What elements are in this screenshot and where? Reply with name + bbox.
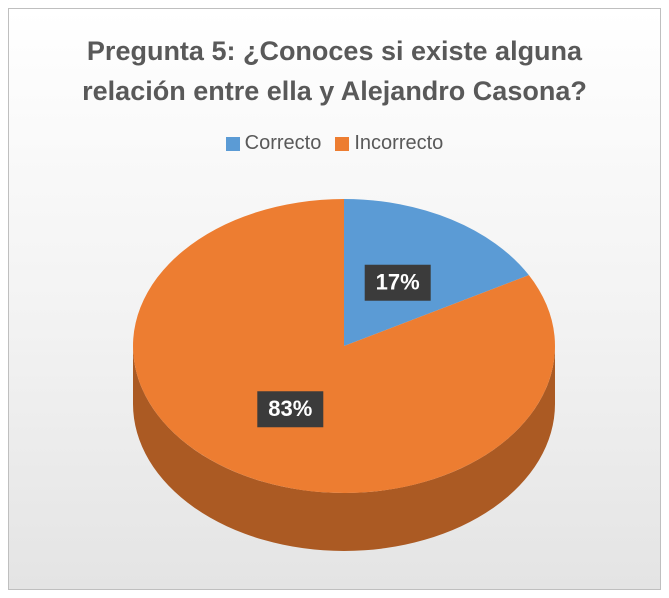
data-label-box bbox=[364, 264, 431, 301]
legend-label: Correcto bbox=[244, 132, 322, 154]
chart-area: Pregunta 5: ¿Conoces si existe alguna re… bbox=[8, 8, 661, 590]
legend-entry: Incorrecto bbox=[335, 132, 443, 155]
pie-chart: 17% 83% bbox=[133, 199, 556, 551]
legend-swatch bbox=[335, 136, 350, 151]
data-label-box bbox=[257, 391, 324, 428]
data-label: 17% bbox=[376, 270, 420, 295]
data-label: 83% bbox=[268, 396, 312, 421]
legend-label: Incorrecto bbox=[354, 132, 444, 154]
legend-swatch bbox=[225, 136, 240, 151]
legend: Correcto Incorrecto bbox=[9, 132, 660, 155]
pie-side bbox=[133, 346, 555, 551]
pie-slice bbox=[133, 199, 556, 493]
chart-title: Pregunta 5: ¿Conoces si existe alguna re… bbox=[82, 36, 587, 106]
legend-entry: Correcto bbox=[225, 132, 322, 155]
pie-slice bbox=[344, 199, 529, 346]
